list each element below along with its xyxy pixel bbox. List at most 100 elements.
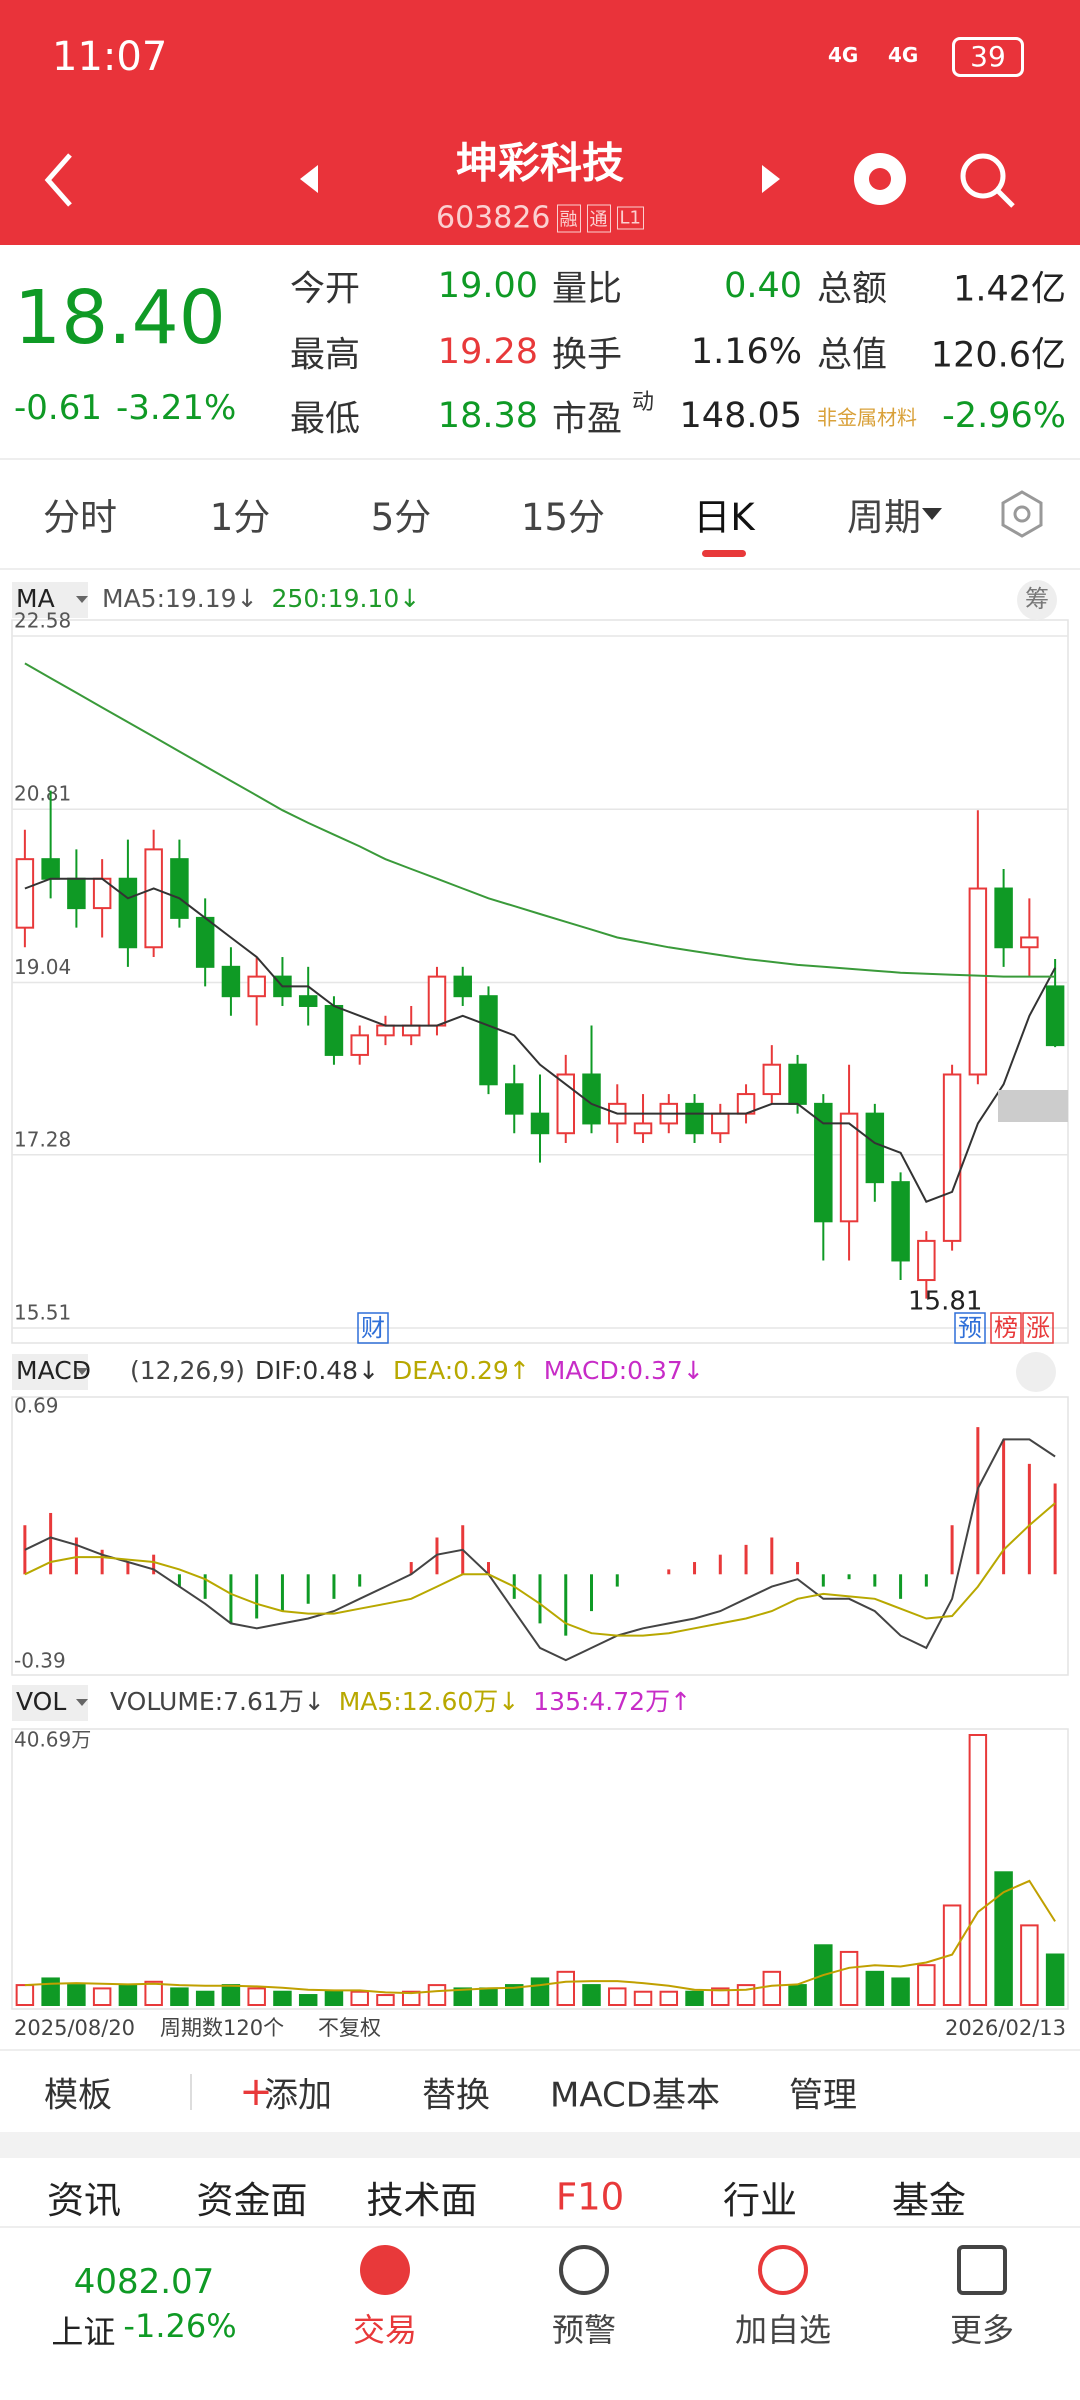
indicator-selector xyxy=(12,582,88,618)
chip-button xyxy=(1017,580,1057,620)
info-tab[interactable]: 资金面 xyxy=(196,2179,308,2222)
y-tick-label: -0.39 xyxy=(14,1649,66,1673)
candle-body xyxy=(968,887,988,1076)
volume-bar xyxy=(195,1990,215,2006)
ma-legend: 250:19.10↓ xyxy=(272,584,421,613)
volume-bar xyxy=(659,1990,679,2006)
candle-body xyxy=(942,1073,962,1242)
nav-item[interactable]: 交易 xyxy=(352,2311,418,2349)
info-tab[interactable]: F10 xyxy=(555,2175,625,2219)
toolbar-icon: + xyxy=(239,2069,273,2115)
macd-legend: DEA:0.29↑ xyxy=(393,1356,530,1385)
volume-bar xyxy=(530,1977,550,2007)
info-tab[interactable]: 资讯 xyxy=(47,2179,121,2222)
volume-bar xyxy=(762,1970,782,2006)
status-time: 11:07 xyxy=(52,34,168,80)
event-marker: 预 xyxy=(958,1314,982,1342)
divider xyxy=(0,2226,1080,2228)
prev-stock[interactable] xyxy=(300,165,320,193)
indicator-line xyxy=(24,877,1056,1203)
divider xyxy=(0,458,1080,460)
volume-bar xyxy=(788,1984,807,2006)
y-tick-label: 15.51 xyxy=(14,1301,71,1325)
toolbar-item[interactable]: 管理 xyxy=(789,2075,857,2116)
indicator-line xyxy=(24,662,1056,978)
index-value: 4082.07 xyxy=(73,2262,215,2302)
stock-code-row: 603826 融 通 L1 xyxy=(436,201,645,236)
period-tab[interactable]: 分时 xyxy=(43,496,117,539)
quote-value: 148.05 xyxy=(679,396,802,436)
quote-value: 19.28 xyxy=(437,332,538,372)
candle-body xyxy=(195,916,215,968)
candle-body xyxy=(865,1112,885,1184)
nav-icon[interactable] xyxy=(957,2245,1007,2295)
chart-area: MA MA5:19.19↓ 250:19.10↓ 筹 22.58 20.81 19.04 17… xyxy=(0,508,1080,2051)
low-label: 15.81 xyxy=(908,1287,982,1317)
info-tab[interactable]: 技术面 xyxy=(366,2179,478,2222)
chip-button-label: 筹 xyxy=(1025,585,1049,613)
candle-body xyxy=(427,975,447,1027)
info-tab[interactable]: 基金 xyxy=(892,2179,966,2222)
nav-item[interactable]: 加自选 xyxy=(734,2311,832,2349)
nav-icon[interactable] xyxy=(758,2245,808,2295)
quote-value: -2.96% xyxy=(942,396,1066,436)
candle-body xyxy=(453,975,472,998)
candle-body xyxy=(1020,936,1039,949)
candle-body xyxy=(839,1112,859,1223)
period-tab[interactable]: 1分 xyxy=(209,496,271,539)
separator xyxy=(0,2132,1080,2158)
vol-legend: 135:4.72万↑ xyxy=(533,1687,691,1716)
axis-footer: 2025/08/20 xyxy=(14,2016,135,2040)
next-stock[interactable] xyxy=(760,165,780,193)
candle-body xyxy=(994,887,1013,949)
indicator-name: MA xyxy=(16,584,55,613)
info-tab[interactable]: 行业 xyxy=(723,2179,797,2222)
nav-icon[interactable] xyxy=(559,2245,609,2295)
header-bar: 11:07 4G 4G 39 坤彩科技 603826 融 通 L1 xyxy=(0,0,1080,245)
price-band xyxy=(998,1090,1068,1122)
quote-value: 120.6亿 xyxy=(930,335,1066,376)
event-marker-box xyxy=(1022,1312,1054,1344)
tab-indicator xyxy=(702,550,746,557)
period-tab[interactable]: 周期 xyxy=(847,496,921,539)
macd-legend: MACD:0.37↓ xyxy=(544,1356,704,1385)
volume-bar xyxy=(15,1984,35,2006)
event-marker: 涨 xyxy=(1026,1314,1050,1342)
volume-bar xyxy=(633,1990,653,2006)
volume-bar xyxy=(273,1990,292,2006)
candle-body xyxy=(582,1073,601,1125)
volume-bar xyxy=(839,1950,859,2006)
vol-legend: MA5:12.60万↓ xyxy=(339,1687,520,1716)
quote-value: 19.00 xyxy=(437,266,538,306)
volume-bar xyxy=(144,1980,163,2007)
dropdown-arrow xyxy=(76,1368,88,1375)
panel-frame xyxy=(11,1396,1069,1676)
quote-label: 今开 xyxy=(290,269,361,310)
mascot-icon[interactable] xyxy=(848,145,912,209)
settings-button[interactable] xyxy=(996,488,1048,540)
indicator-line xyxy=(24,1502,1056,1637)
period-tab[interactable]: 15分 xyxy=(520,496,606,539)
indicator-line xyxy=(24,1879,1056,1995)
toolbar-item[interactable]: 替换 xyxy=(422,2075,490,2116)
nav-item[interactable]: 预警 xyxy=(551,2311,617,2349)
period-tab[interactable]: 日K xyxy=(693,496,755,539)
change-pct: -3.21% xyxy=(116,388,237,428)
quote-value: 0.40 xyxy=(724,266,802,306)
price: 18.40 xyxy=(14,275,226,361)
quote-label: 换手 xyxy=(552,335,623,376)
period-tab[interactable]: 5分 xyxy=(370,496,432,539)
tag: L1 xyxy=(616,206,645,230)
nav-item[interactable]: 更多 xyxy=(949,2311,1015,2349)
divider xyxy=(0,568,1080,570)
axis-footer: 2026/02/13 xyxy=(945,2016,1066,2040)
toolbar-item[interactable]: MACD基本 xyxy=(550,2075,720,2116)
toolbar-item[interactable]: 模板 xyxy=(44,2075,112,2116)
candle-body xyxy=(376,1024,395,1037)
toolbar-item[interactable]: 添加 xyxy=(264,2075,332,2116)
back-button[interactable] xyxy=(40,150,80,210)
nav-icon[interactable] xyxy=(360,2245,410,2295)
macd-legend: DIF:0.48↓ xyxy=(255,1356,379,1385)
search-button[interactable] xyxy=(955,148,1019,212)
axis-footer: 不复权 xyxy=(318,2016,381,2040)
